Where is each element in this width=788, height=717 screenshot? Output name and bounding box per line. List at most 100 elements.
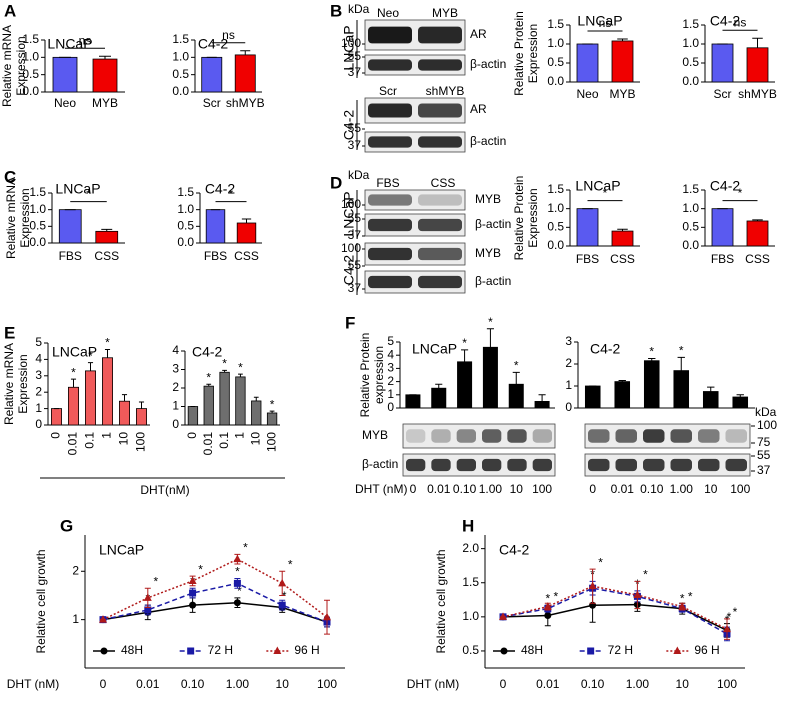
significance: * xyxy=(643,568,648,582)
y-tick-label: 0.5 xyxy=(682,220,699,234)
bar xyxy=(201,56,223,93)
significance: ns xyxy=(79,33,92,47)
blot-band xyxy=(368,194,412,206)
bar xyxy=(58,209,82,244)
marker-label: 100 xyxy=(341,241,361,255)
y-tick-label: 1 xyxy=(172,399,179,413)
blot-band xyxy=(532,458,552,472)
x-tick-label: 0.01 xyxy=(66,432,80,456)
lane-label: MYB xyxy=(432,6,458,20)
point xyxy=(278,601,286,609)
x-tick-label: 0 xyxy=(500,677,507,691)
significance: * xyxy=(738,186,743,200)
point xyxy=(188,576,197,584)
point xyxy=(144,606,152,614)
marker-label: 55 xyxy=(348,211,362,225)
lane-label: shMYB xyxy=(426,84,465,98)
blot-frame xyxy=(584,423,751,449)
error-bar xyxy=(707,386,715,392)
bar xyxy=(95,230,119,244)
significance: * xyxy=(288,557,293,571)
y-tick-label: 2 xyxy=(35,384,42,398)
error-bar xyxy=(618,380,626,382)
bar xyxy=(711,43,734,83)
bar xyxy=(746,220,769,247)
x-tick-label: 10 xyxy=(248,432,262,446)
x-tick-label: 0.01 xyxy=(427,482,451,496)
y-tick-label: 0.5 xyxy=(172,67,189,81)
x-tick-label: 0.10 xyxy=(181,677,205,691)
blot-band xyxy=(368,26,412,44)
x-tick-label: 0 xyxy=(100,677,107,691)
point xyxy=(588,581,597,590)
blot-band xyxy=(431,458,451,472)
point xyxy=(233,599,241,607)
significance: * xyxy=(733,605,738,619)
error-bar xyxy=(206,383,212,387)
bar xyxy=(187,406,199,426)
blot-band xyxy=(418,247,462,261)
point xyxy=(673,646,682,654)
y-tick-label: 0.5 xyxy=(547,55,564,69)
bar xyxy=(614,381,631,409)
significance: * xyxy=(462,336,467,350)
significance: * xyxy=(222,357,227,371)
y-tick-label: 3 xyxy=(35,368,42,382)
legend-label: 48H xyxy=(121,643,143,657)
y-tick-label: 0.0 xyxy=(547,238,564,252)
significance: * xyxy=(243,541,248,555)
point xyxy=(273,646,282,654)
bar xyxy=(611,40,634,83)
blot-band xyxy=(406,429,426,443)
y-tick-label: 0.0 xyxy=(682,238,699,252)
panel-label: G xyxy=(60,516,73,535)
y-axis-label: Relative mRNA xyxy=(4,177,18,259)
bar xyxy=(234,54,256,93)
y-tick-label: 2 xyxy=(172,380,179,394)
x-tick-label: FBS xyxy=(59,249,82,263)
x-tick-label: 100 xyxy=(134,432,148,452)
blot-band xyxy=(670,458,692,472)
bar xyxy=(643,360,660,409)
significance: * xyxy=(86,187,91,201)
bar xyxy=(576,208,599,247)
point xyxy=(499,612,507,620)
x-tick-label: 1.00 xyxy=(226,677,250,691)
bar xyxy=(219,371,230,426)
chart-title: LNCaP xyxy=(99,542,144,558)
x-axis-label: DHT (nM) xyxy=(7,677,59,691)
x-tick-label: MYB xyxy=(609,87,635,101)
blot-band xyxy=(418,59,462,71)
error-bar xyxy=(648,358,656,361)
significance: * xyxy=(488,315,493,329)
x-tick-label: Neo xyxy=(576,87,598,101)
y-tick-label: 1 xyxy=(35,401,42,415)
y-axis-label: Relative Protein xyxy=(512,11,526,96)
error-bar xyxy=(222,369,227,373)
y-axis-label: Relative Protein xyxy=(358,333,372,418)
blot-band xyxy=(418,194,462,206)
row-label: β-actin xyxy=(362,457,398,471)
x-tick-label: FBS xyxy=(204,249,227,263)
significance: * xyxy=(88,349,93,363)
significance: * xyxy=(545,591,550,605)
blot-band xyxy=(482,429,502,443)
point xyxy=(543,602,552,610)
bar xyxy=(205,209,226,244)
legend-label: 72 H xyxy=(608,643,633,657)
lane-label: CSS xyxy=(431,176,456,190)
chart-title: LNCaP xyxy=(577,13,622,29)
marker-label: 75 xyxy=(757,435,771,449)
blot-band xyxy=(431,429,451,443)
x-tick-label: 0.01 xyxy=(201,432,215,456)
y-tick-label: 1.0 xyxy=(462,609,479,623)
y-tick-label: 0.0 xyxy=(172,84,189,98)
legend-label: 72 H xyxy=(208,643,233,657)
blot-band xyxy=(725,429,747,443)
x-axis-label: DHT(nM) xyxy=(140,483,189,497)
row-label: MYB xyxy=(475,192,501,206)
bar xyxy=(405,394,421,409)
x-tick-label: 0.10 xyxy=(640,482,664,496)
marker-label: 37 xyxy=(348,281,362,295)
blot-band xyxy=(418,218,462,232)
